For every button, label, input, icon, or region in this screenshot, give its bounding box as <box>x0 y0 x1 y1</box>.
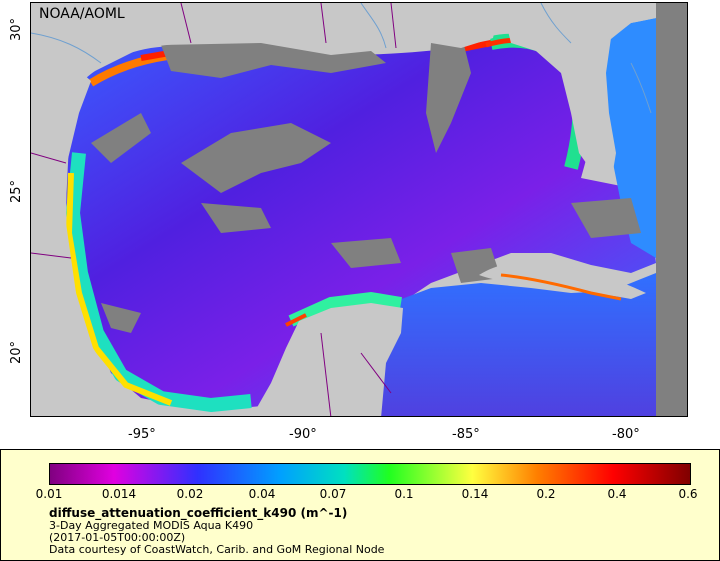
no-data-patches <box>91 3 687 416</box>
us-land <box>31 3 501 73</box>
coastal-band-west-inner <box>65 172 173 406</box>
y-tick-label: 20° <box>9 340 25 365</box>
map-credit: NOAA/AOML <box>39 6 125 22</box>
k490-map <box>31 3 687 416</box>
legend-title: diffuse_attenuation_coefficient_k490 (m^… <box>49 506 348 520</box>
x-tick-label: -85° <box>452 427 480 442</box>
legend-source: Data courtesy of CoastWatch, Carib. and … <box>49 543 385 556</box>
gulf-water <box>66 39 656 408</box>
rivers <box>31 3 652 114</box>
colorbar-label: 0.07 <box>319 487 347 501</box>
map-panel[interactable]: NOAA/AOML <box>30 2 688 417</box>
colorbar-label: 0.04 <box>248 487 276 501</box>
legend-panel: 0.01 0.014 0.02 0.04 0.07 0.1 0.14 0.2 0… <box>0 449 720 561</box>
colorbar-label: 0.6 <box>678 487 698 501</box>
cuba-coast <box>500 273 622 301</box>
colorbar-label: 0.1 <box>394 487 414 501</box>
x-tick-label: -80° <box>612 427 640 442</box>
colorbar-label: 0.4 <box>607 487 627 501</box>
x-tick-label: -90° <box>289 427 317 442</box>
political-boundaries <box>31 3 397 416</box>
legend-product: 3-Day Aggregated MODIS Aqua K490 <box>49 519 254 532</box>
y-tick-label: 30° <box>9 17 25 42</box>
coastal-band-west <box>66 152 252 412</box>
colorbar-label: 0.02 <box>176 487 204 501</box>
mexico-land <box>31 3 158 416</box>
coastal-band-yucatan-red <box>285 313 307 327</box>
colorbar-label: 0.2 <box>536 487 556 501</box>
cuba-land <box>479 261 646 299</box>
yucatan-land <box>252 303 403 416</box>
colorbar-label: 0.14 <box>461 487 489 501</box>
colorbar <box>49 463 691 485</box>
florida-land <box>501 3 656 183</box>
colorbar-label: 0.014 <box>101 487 137 501</box>
caribbean-water <box>376 273 656 416</box>
x-tick-label: -95° <box>128 427 156 442</box>
colorbar-label: 0.01 <box>35 487 63 501</box>
legend-timestamp: (2017-01-05T00:00:00Z) <box>49 531 186 544</box>
atlantic-water <box>606 18 656 258</box>
y-tick-label: 25° <box>9 179 25 204</box>
coastal-band-yucatan <box>288 291 402 327</box>
